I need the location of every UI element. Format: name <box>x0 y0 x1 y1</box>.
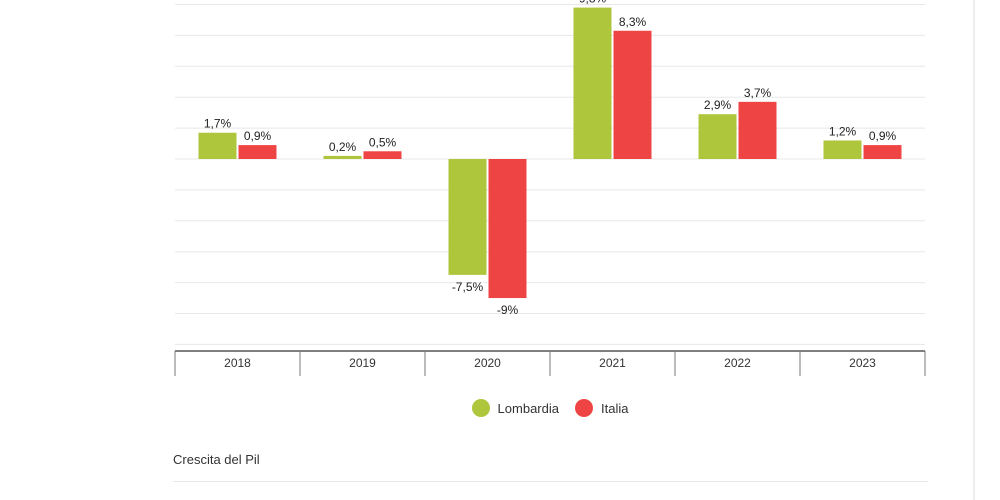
legend-item-italia[interactable]: Italia <box>574 399 629 417</box>
data-label: 0,9% <box>869 129 897 143</box>
bar-lombardia-2022 <box>698 114 737 159</box>
data-label: -7,5% <box>452 280 484 294</box>
bar-chart: 1,7% 0,9% 0,2% 0,5% -7,5% -9% 9,8% 8,3% 2,9% 3,7%… <box>174 0 926 376</box>
value-labels: 1,7% 0,9% 0,2% 0,5% -7,5% -9% 9,8% 8,3% 2,9% 3,7%… <box>204 0 897 317</box>
bars <box>198 7 902 299</box>
x-tick-label: 2022 <box>724 356 751 370</box>
data-label: 0,9% <box>244 129 272 143</box>
legend-label-lombardia: Lombardia <box>497 400 559 416</box>
x-tick-label: 2018 <box>224 356 251 370</box>
x-axis: 2018 2019 2020 2021 2022 2023 <box>174 350 926 376</box>
legend: Lombardia Italia <box>0 399 1000 417</box>
data-label: -9% <box>497 303 519 317</box>
data-label: 3,7% <box>744 86 772 100</box>
scrollbar-track[interactable] <box>973 0 975 500</box>
bar-italia-2023 <box>863 145 902 159</box>
bar-italia-2019 <box>363 151 402 159</box>
data-label: 1,2% <box>829 124 857 138</box>
data-label: 8,3% <box>619 15 647 29</box>
x-tick-label: 2023 <box>849 356 876 370</box>
bar-italia-2020 <box>488 159 527 299</box>
bar-lombardia-2020 <box>448 159 487 275</box>
legend-swatch-lombardia <box>471 399 490 417</box>
legend-label-italia: Italia <box>600 400 629 416</box>
bar-lombardia-2021 <box>573 7 612 160</box>
legend-item-lombardia[interactable]: Lombardia <box>471 399 559 417</box>
divider <box>173 481 928 482</box>
bar-italia-2021 <box>613 30 652 159</box>
bar-italia-2022 <box>738 101 777 159</box>
data-label: 2,9% <box>704 98 732 112</box>
bar-italia-2018 <box>238 145 277 159</box>
bar-lombardia-2018 <box>198 132 237 159</box>
data-label: 0,2% <box>329 140 357 154</box>
x-tick-label: 2020 <box>474 356 501 370</box>
gridlines <box>175 4 925 345</box>
data-label: 1,7% <box>204 117 232 131</box>
section-title: Crescita del Pil <box>173 452 260 467</box>
data-label: 9,8% <box>579 0 607 6</box>
x-tick-label: 2019 <box>349 356 376 370</box>
x-tick-label: 2021 <box>599 356 626 370</box>
bar-lombardia-2019 <box>323 155 362 159</box>
legend-swatch-italia <box>574 399 593 417</box>
bar-lombardia-2023 <box>823 140 862 159</box>
data-label: 0,5% <box>369 135 397 149</box>
